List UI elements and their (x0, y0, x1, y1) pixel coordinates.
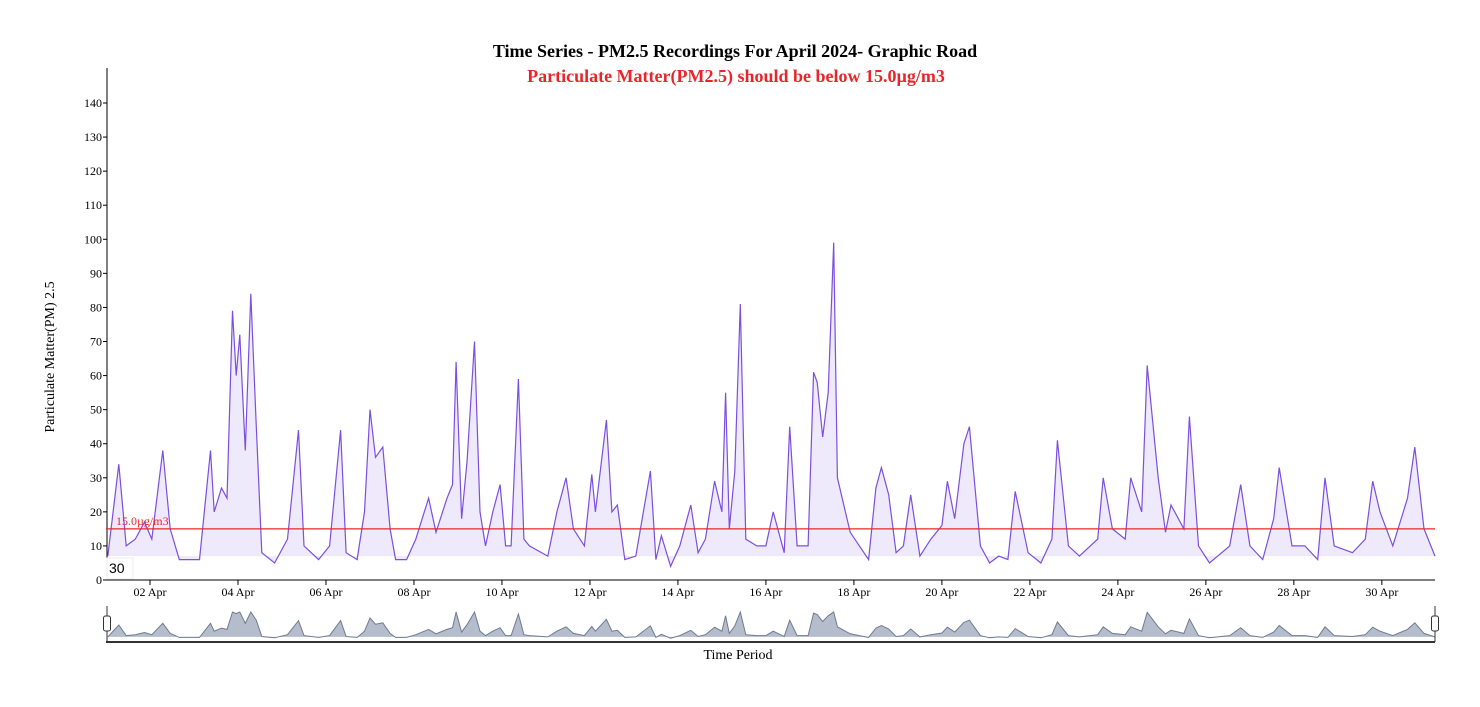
x-tick-label: 18 Apr (837, 585, 870, 599)
x-tick-label: 08 Apr (397, 585, 430, 599)
navigator-area (107, 610, 1436, 639)
y-tick-label: 90 (90, 266, 102, 280)
y-tick-label: 60 (90, 369, 102, 383)
x-tick-label: 04 Apr (221, 585, 254, 599)
x-tick-label: 28 Apr (1277, 585, 1310, 599)
x-tick-label: 10 Apr (485, 585, 518, 599)
y-tick-label: 50 (90, 403, 102, 417)
y-tick-label: 120 (84, 164, 102, 178)
x-tick-label: 06 Apr (309, 585, 342, 599)
x-axis-label: Time Period (703, 648, 772, 663)
y-tick-label: 110 (84, 198, 102, 212)
x-tick-label: 30 Apr (1365, 585, 1398, 599)
x-tick-label: 24 Apr (1101, 585, 1134, 599)
y-tick-label: 80 (90, 300, 102, 314)
chart-subtitle: Particulate Matter(PM2.5) should be belo… (527, 66, 945, 87)
y-tick-label: 140 (84, 96, 102, 110)
navigator-handle[interactable] (1431, 615, 1439, 632)
y-axis-label: Particulate Matter(PM) 2.5 (43, 281, 58, 432)
x-tick-label: 26 Apr (1189, 585, 1222, 599)
annotation: 30 (109, 560, 125, 576)
chart-title: Time Series - PM2.5 Recordings For April… (493, 41, 977, 61)
y-tick-label: 100 (84, 232, 102, 246)
y-tick-label: 70 (90, 335, 102, 349)
x-tick-label: 12 Apr (573, 585, 606, 599)
x-tick-label: 22 Apr (1013, 585, 1046, 599)
y-tick-label: 10 (90, 539, 102, 553)
x-tick-label: 20 Apr (925, 585, 958, 599)
x-tick-label: 02 Apr (133, 585, 166, 599)
area-fill (107, 242, 1435, 567)
annotation-box (106, 557, 134, 580)
y-tick-label: 20 (90, 505, 102, 519)
y-tick-label: 0 (96, 573, 102, 587)
navigator-handle[interactable] (103, 615, 111, 632)
line (107, 242, 1436, 569)
threshold-label: 15.0µg/m3 (116, 514, 169, 528)
x-tick-label: 16 Apr (749, 585, 782, 599)
y-tick-label: 130 (84, 130, 102, 144)
x-tick-label: 14 Apr (661, 585, 694, 599)
y-tick-label: 40 (90, 437, 102, 451)
y-tick-label: 30 (90, 471, 102, 485)
